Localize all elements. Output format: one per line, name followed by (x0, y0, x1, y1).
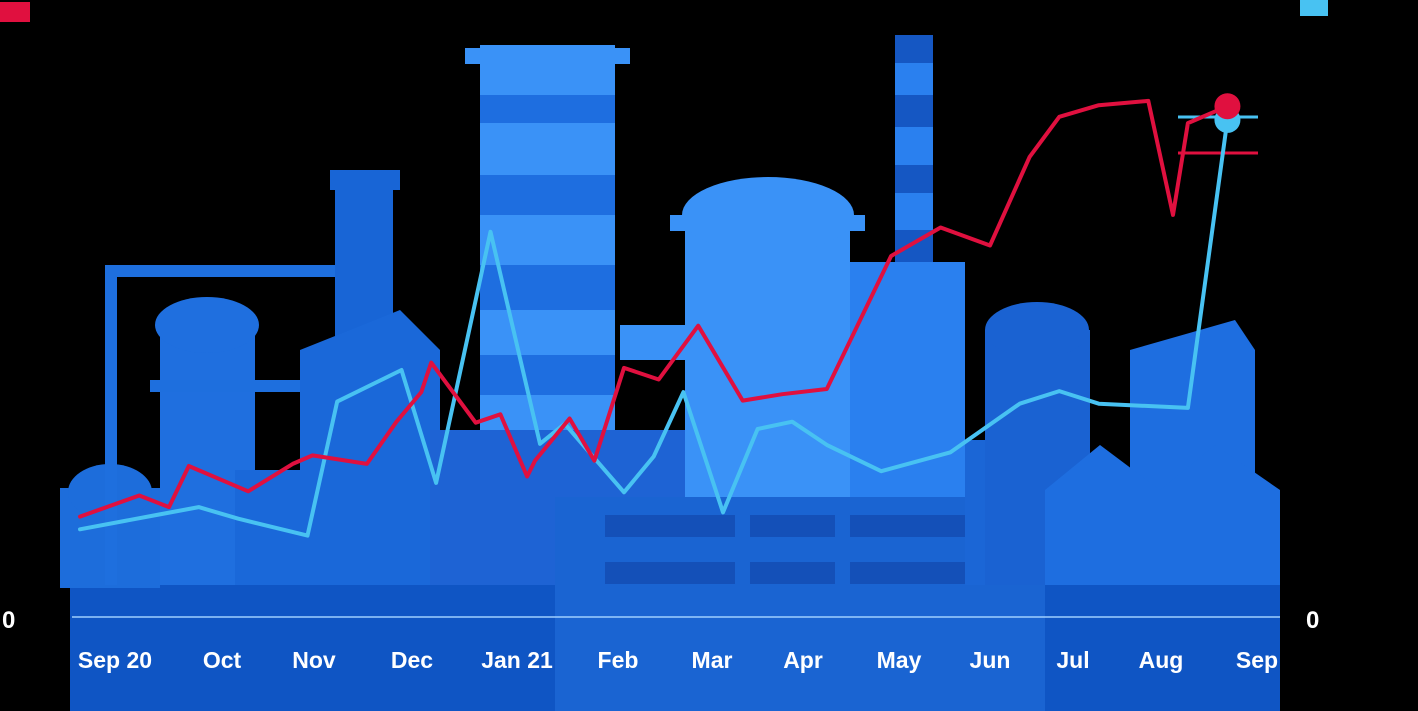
x-tick-label: Dec (391, 647, 433, 673)
right-series-line (78, 117, 1230, 538)
x-tick-label: Sep 20 (78, 647, 152, 673)
x-tick-label: Jun (970, 647, 1011, 673)
x-tick-label: Mar (692, 647, 733, 673)
left-series-end-marker (1214, 93, 1241, 120)
right-series-legend-swatch (1300, 0, 1328, 16)
x-tick-label: Aug (1139, 647, 1184, 673)
right-y-tick-label: 0 (1306, 607, 1319, 634)
x-tick-label: Feb (598, 647, 639, 673)
industrial-skyline-illustration (60, 35, 1280, 711)
x-tick-label: Apr (783, 647, 823, 673)
x-tick-label: Nov (292, 647, 336, 673)
left-series-line (78, 98, 1230, 519)
x-tick-label: Oct (203, 647, 242, 673)
x-tick-label: Jul (1056, 647, 1089, 673)
x-tick-label: May (877, 647, 922, 673)
left-series-legend-swatch (0, 2, 30, 22)
left-y-tick-label: 0 (2, 607, 15, 634)
x-tick-label: Sep (1236, 647, 1278, 673)
x-tick-label: Jan 21 (481, 647, 553, 673)
